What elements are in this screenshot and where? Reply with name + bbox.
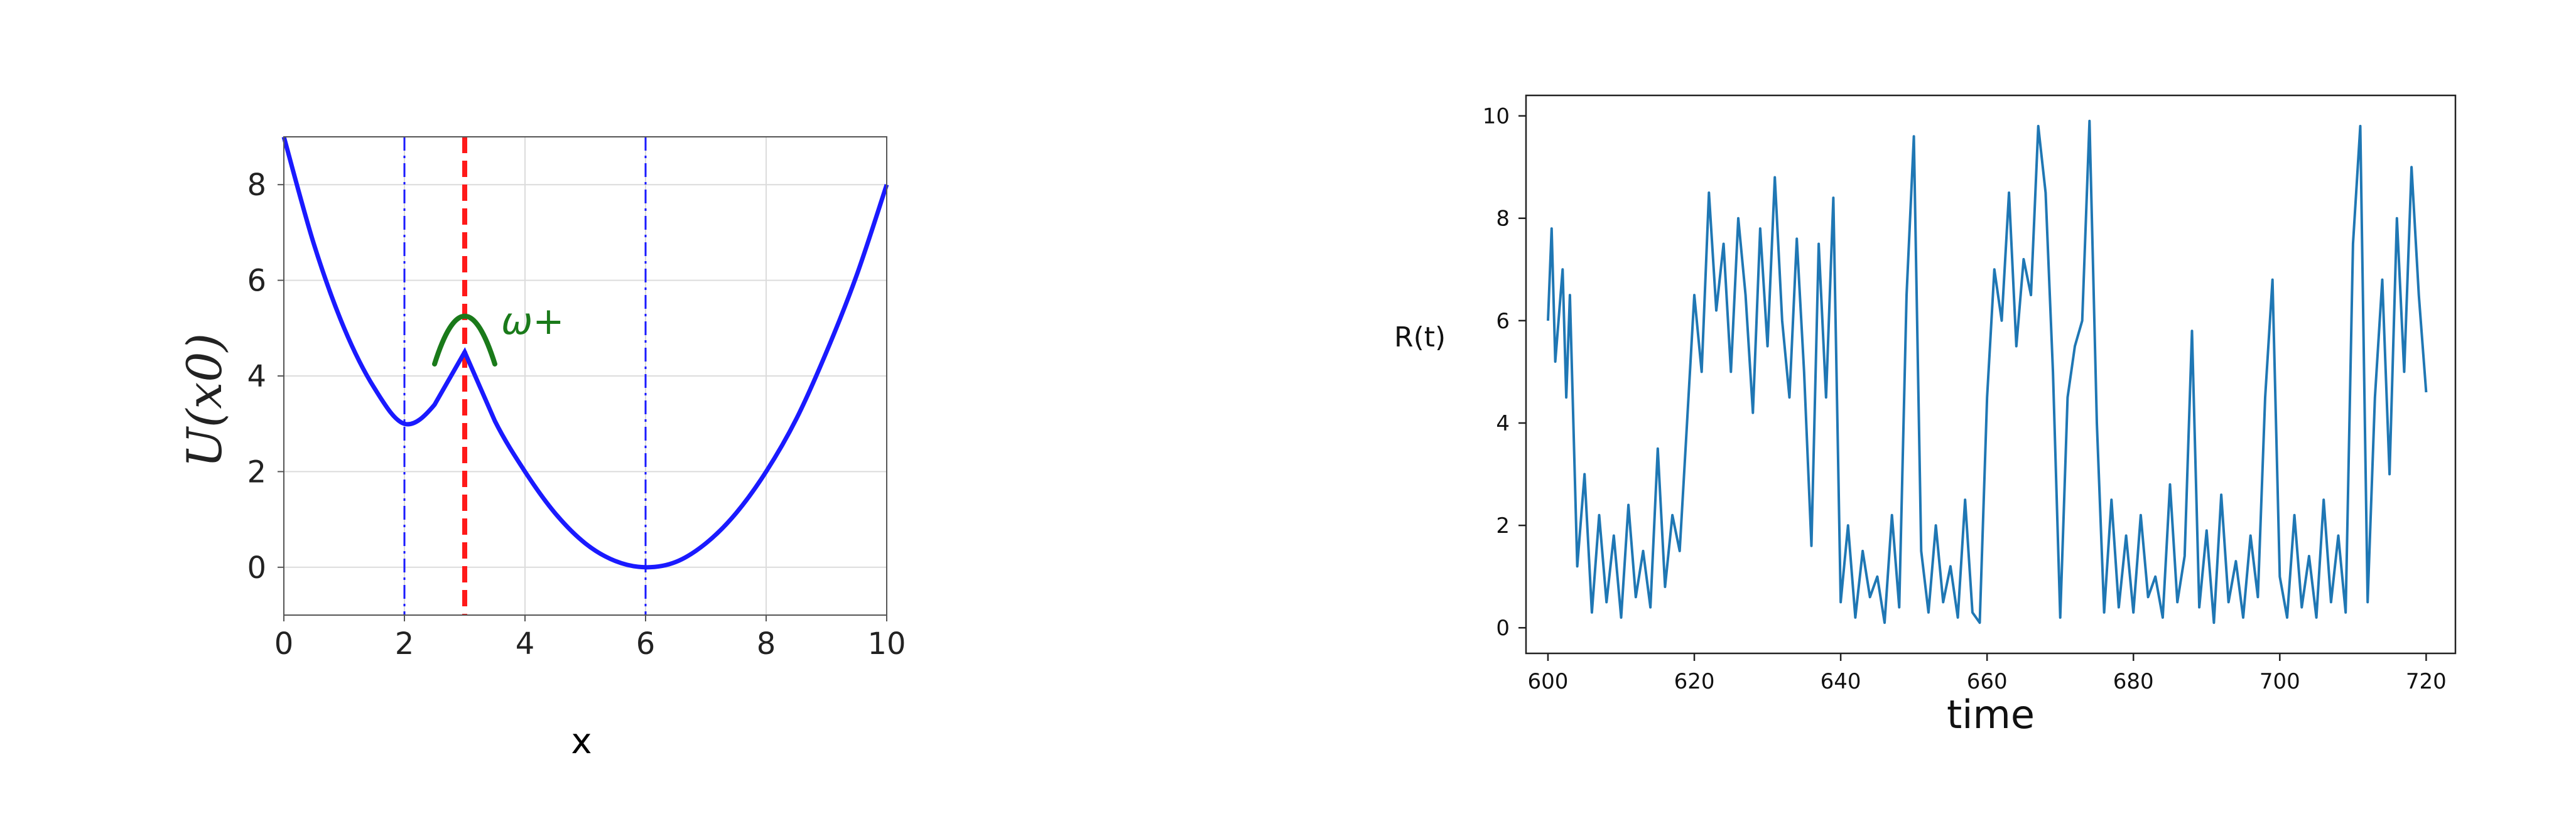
x-axis-label: time <box>1947 692 2035 737</box>
x-tick-label: 0 <box>274 626 294 662</box>
x-tick-label: 720 <box>2406 669 2447 694</box>
x-tick-label: 620 <box>1674 669 1715 694</box>
plot-frame <box>1525 94 2457 655</box>
potential-chart: 0 2 4 6 8 10 0 2 4 6 8 ω+ U(x0) x <box>176 136 906 762</box>
x-axis-label: x <box>571 721 592 762</box>
y-tick-label: 4 <box>247 359 266 394</box>
y-tick-label: 6 <box>247 264 266 299</box>
rt-series-line <box>1547 119 2428 625</box>
x-tick-label: 640 <box>1821 669 1861 694</box>
x-tick-label: 660 <box>1967 669 2008 694</box>
y-tick-label: 8 <box>1496 206 1510 232</box>
y-tick-label: 8 <box>247 168 266 203</box>
x-tick-label: 2 <box>395 626 414 662</box>
x-tick-label: 6 <box>636 626 656 662</box>
x-tick-label: 680 <box>2113 669 2154 694</box>
x-tick-label: 4 <box>516 626 535 662</box>
y-tick-label: 6 <box>1496 309 1510 334</box>
rt-timeseries-chart: 600 620 640 660 680 700 720 0 2 4 6 8 10 R(t) time <box>1394 94 2457 737</box>
x-tick-label: 8 <box>757 626 776 662</box>
x-tick-label: 10 <box>867 626 906 662</box>
y-axis-label: R(t) <box>1394 321 1446 353</box>
y-tick-label: 10 <box>1483 104 1510 129</box>
x-tick-label: 700 <box>2259 669 2300 694</box>
y-tick-label: 4 <box>1496 411 1510 436</box>
x-tick-label: 600 <box>1528 669 1569 694</box>
y-tick-label: 0 <box>247 550 266 586</box>
y-tick-label: 2 <box>247 454 266 490</box>
annotation-label: ω+ <box>501 299 565 343</box>
y-tick-label: 0 <box>1496 616 1510 641</box>
potential-curve <box>281 136 889 570</box>
y-tick-label: 2 <box>1496 513 1510 539</box>
omega-arc <box>432 313 497 367</box>
y-axis-label: U(x0) <box>176 333 232 468</box>
